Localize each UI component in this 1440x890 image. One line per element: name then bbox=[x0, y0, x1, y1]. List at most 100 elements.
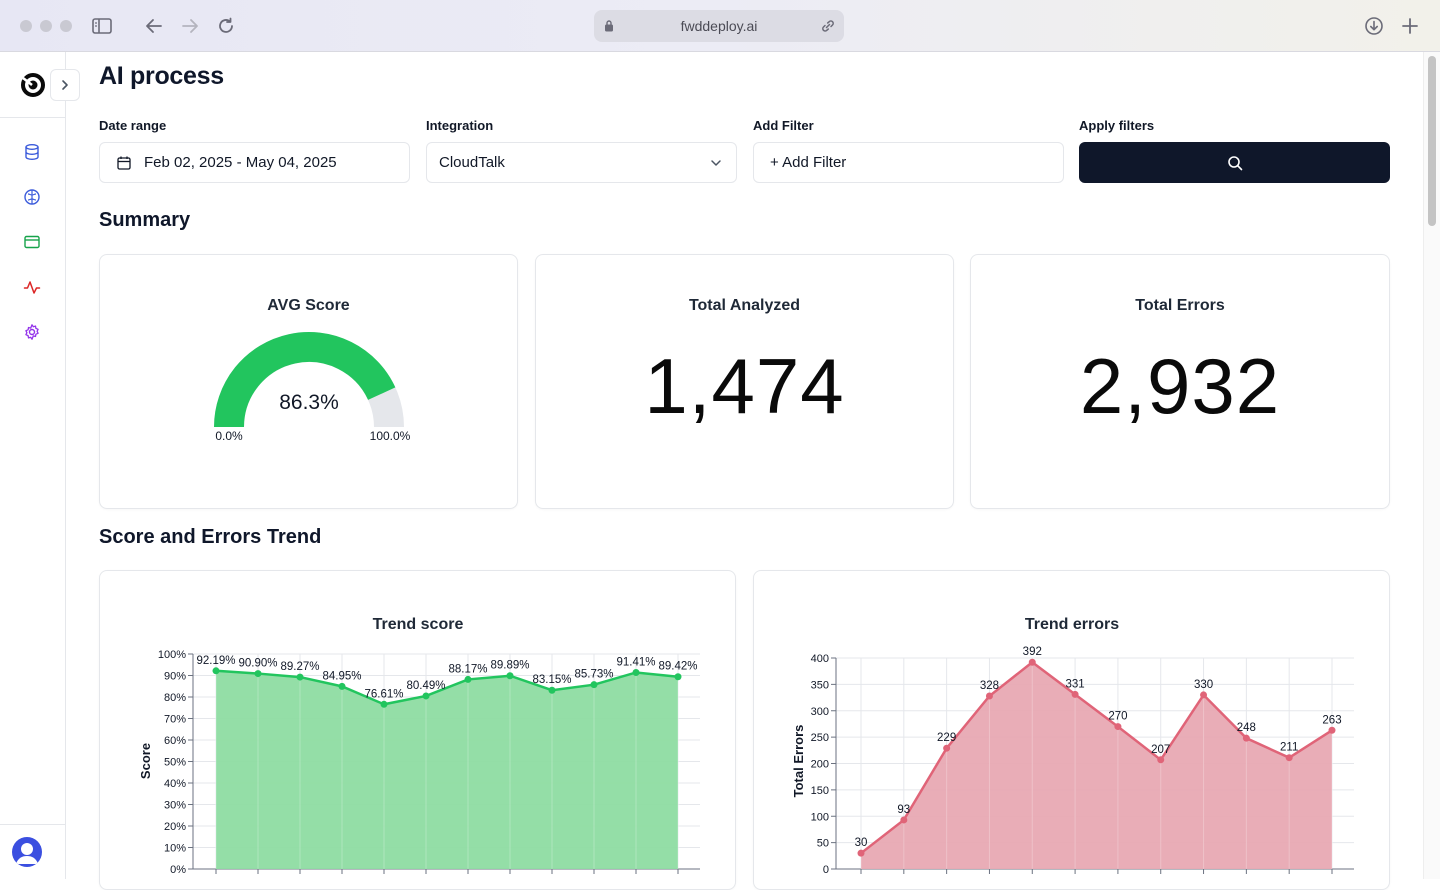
trend-score-ytick-label: 100% bbox=[158, 649, 186, 661]
trend-score-data-label: 83.15% bbox=[532, 674, 571, 686]
lock-icon bbox=[604, 19, 614, 35]
trend-errors-ytick-label: 100 bbox=[811, 811, 829, 823]
trend-score-data-label: 80.49% bbox=[406, 680, 445, 692]
trend-errors-point[interactable] bbox=[1028, 658, 1036, 666]
trend-errors-point[interactable] bbox=[1328, 726, 1336, 734]
trend-score-ytick-label: 10% bbox=[164, 843, 186, 855]
trend-score-point[interactable] bbox=[296, 673, 304, 681]
trend-score-data-label: 85.73% bbox=[574, 669, 613, 681]
trend-score-point[interactable] bbox=[338, 682, 346, 690]
search-icon bbox=[1227, 155, 1243, 171]
trend-errors-data-label: 328 bbox=[980, 680, 999, 692]
trend-score-point[interactable] bbox=[590, 681, 598, 689]
trend-errors-point[interactable] bbox=[857, 849, 865, 857]
window-icon[interactable] bbox=[22, 232, 42, 252]
trend-score-card: Trend score Score 0% 10% 20% 30% 40% 50% 60% 70… bbox=[99, 570, 736, 890]
window-zoom-button[interactable] bbox=[60, 20, 72, 32]
trend-errors-point[interactable] bbox=[1285, 754, 1293, 762]
trend-heading: Score and Errors Trend bbox=[99, 526, 322, 548]
sidebar-toggle-icon[interactable] bbox=[90, 14, 114, 38]
scrollbar[interactable] bbox=[1423, 52, 1440, 879]
app-logo-icon[interactable] bbox=[20, 72, 46, 98]
trend-errors-data-label: 392 bbox=[1023, 646, 1042, 658]
trend-score-point[interactable] bbox=[422, 692, 430, 700]
trend-errors-point[interactable] bbox=[1114, 723, 1122, 731]
trend-score-line bbox=[215, 669, 679, 706]
summary-heading: Summary bbox=[99, 209, 191, 231]
trend-score-ytick-label: 30% bbox=[164, 800, 186, 812]
trend-errors-point[interactable] bbox=[1157, 756, 1165, 764]
gauge-value: 86.3% bbox=[279, 391, 339, 414]
forward-arrow-icon[interactable] bbox=[178, 14, 202, 38]
trend-errors-point[interactable] bbox=[943, 744, 951, 752]
trend-errors-point[interactable] bbox=[1071, 690, 1079, 698]
trend-errors-point[interactable] bbox=[900, 816, 908, 824]
trend-score-point[interactable] bbox=[254, 670, 262, 678]
address-bar[interactable]: fwddeploy.ai bbox=[594, 10, 844, 42]
chevron-right-icon bbox=[62, 80, 68, 90]
download-icon[interactable] bbox=[1362, 14, 1386, 38]
total-analyzed-card: Total Analyzed 1,474 bbox=[535, 254, 954, 509]
trend-errors-data-label: 207 bbox=[1151, 744, 1170, 756]
user-avatar[interactable] bbox=[12, 837, 42, 867]
trend-score-point[interactable] bbox=[464, 675, 472, 683]
trend-errors-point[interactable] bbox=[1200, 691, 1208, 699]
total-errors-card: Total Errors 2,932 bbox=[970, 254, 1390, 509]
database-icon[interactable] bbox=[22, 142, 42, 162]
trend-score-chart: Trend score Score 0% 10% 20% 30% 40% 50% 60% 70… bbox=[138, 616, 700, 876]
trend-score-point[interactable] bbox=[380, 700, 388, 708]
activity-icon[interactable] bbox=[22, 277, 42, 297]
trend-score-ytick-label: 40% bbox=[164, 778, 186, 790]
integration-select[interactable]: CloudTalk bbox=[426, 142, 737, 183]
sidebar-divider bbox=[0, 117, 66, 118]
trend-errors-data-label: 30 bbox=[855, 837, 868, 849]
trend-score-point[interactable] bbox=[548, 686, 556, 694]
trend-errors-point[interactable] bbox=[985, 692, 993, 700]
window-minimize-button[interactable] bbox=[40, 20, 52, 32]
avg-score-title: AVG Score bbox=[267, 297, 350, 314]
trend-errors-point[interactable] bbox=[1242, 734, 1250, 742]
trend-score-ytick-label: 60% bbox=[164, 735, 186, 747]
trend-score-ytick-label: 80% bbox=[164, 692, 186, 704]
avg-score-card: AVG Score 86.3% 0.0% 100.0% bbox=[99, 254, 518, 509]
trend-errors-chart: Trend errors Total Errors 0 50 100 150 200 25… bbox=[791, 616, 1354, 876]
trend-score-ytick-label: 0% bbox=[170, 864, 186, 876]
apply-filters-button[interactable] bbox=[1079, 142, 1390, 183]
trend-errors-ytick-label: 0 bbox=[823, 864, 829, 876]
gear-icon[interactable] bbox=[22, 322, 42, 342]
trend-errors-data-label: 331 bbox=[1065, 678, 1084, 690]
apply-filters-label: Apply filters bbox=[1079, 118, 1155, 133]
date-range-picker[interactable]: Feb 02, 2025 - May 04, 2025 bbox=[99, 142, 410, 183]
trend-score-data-label: 89.27% bbox=[280, 661, 319, 673]
total-errors-title: Total Errors bbox=[1135, 297, 1225, 314]
trend-errors-data-label: 270 bbox=[1108, 711, 1127, 723]
back-arrow-icon[interactable] bbox=[142, 14, 166, 38]
trend-score-point[interactable] bbox=[632, 668, 640, 676]
add-filter-button[interactable]: + Add Filter bbox=[753, 142, 1064, 183]
main-content: AI process Date range Feb 02, 2025 - May… bbox=[66, 52, 1423, 890]
browser-toolbar: fwddeploy.ai bbox=[0, 0, 1440, 52]
date-range-label: Date range bbox=[99, 118, 167, 133]
expand-sidebar-button[interactable] bbox=[50, 69, 80, 101]
integration-label: Integration bbox=[426, 118, 494, 133]
trend-score-ytick-label: 90% bbox=[164, 671, 186, 683]
trend-errors-line bbox=[860, 660, 1333, 855]
trend-score-point[interactable] bbox=[674, 673, 682, 681]
new-tab-icon[interactable] bbox=[1398, 14, 1422, 38]
trend-score-title: Trend score bbox=[373, 616, 464, 633]
trend-errors-data-label: 93 bbox=[897, 804, 910, 816]
sidebar-divider bbox=[0, 824, 66, 825]
brain-icon[interactable] bbox=[22, 187, 42, 207]
window-close-button[interactable] bbox=[20, 20, 32, 32]
app-sidebar bbox=[0, 52, 80, 879]
trend-errors-data-label: 263 bbox=[1322, 714, 1341, 726]
reload-icon[interactable] bbox=[214, 14, 238, 38]
trend-score-ytick-label: 20% bbox=[164, 821, 186, 833]
trend-score-point[interactable] bbox=[506, 672, 514, 680]
trend-errors-ytick-label: 250 bbox=[811, 732, 829, 744]
calendar-icon bbox=[116, 155, 132, 171]
trend-score-point[interactable] bbox=[212, 667, 220, 675]
page-title: AI process bbox=[99, 62, 224, 90]
scrollbar-thumb[interactable] bbox=[1428, 56, 1436, 226]
link-icon[interactable] bbox=[820, 18, 836, 37]
